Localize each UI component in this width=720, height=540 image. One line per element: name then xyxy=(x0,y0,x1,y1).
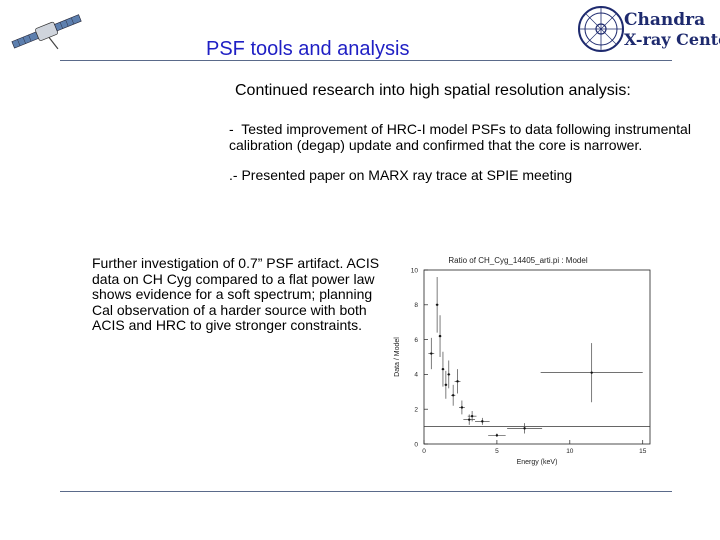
header-divider xyxy=(60,60,672,61)
x-tick-label: 5 xyxy=(495,448,499,455)
page-title: PSF tools and analysis xyxy=(206,38,410,60)
chart-title: Ratio of CH_Cyg_14405_arti.pi : Model xyxy=(448,256,587,265)
y-tick-label: 4 xyxy=(414,372,418,379)
data-point xyxy=(460,406,464,409)
data-point xyxy=(441,367,445,371)
x-tick-label: 10 xyxy=(566,448,574,455)
data-point xyxy=(495,434,499,437)
data-point xyxy=(447,373,450,376)
logo-text-chandra: Chandra xyxy=(624,10,706,30)
data-point xyxy=(523,427,526,430)
x-tick-label: 15 xyxy=(639,448,647,455)
bullet-degap: - Tested improvement of HRC-I model PSFs… xyxy=(229,121,691,153)
y-tick-label: 6 xyxy=(414,337,418,344)
y-tick-label: 2 xyxy=(414,407,418,414)
logo-text-xray-center: X-ray Center xyxy=(624,30,720,49)
data-point xyxy=(444,383,448,387)
y-tick-label: 10 xyxy=(411,267,419,274)
data-point xyxy=(456,380,459,383)
artifact-paragraph: Further investigation of 0.7” PSF artifa… xyxy=(92,255,380,333)
satellite-icon xyxy=(11,14,82,50)
chart-ylabel: Data / Model xyxy=(394,337,401,377)
y-tick-label: 0 xyxy=(414,441,418,448)
data-point xyxy=(481,420,484,423)
footer-divider xyxy=(60,491,672,492)
data-point xyxy=(470,414,474,418)
chandra-seal-icon xyxy=(578,6,624,52)
chart-xlabel: Energy (keV) xyxy=(517,459,558,466)
data-point xyxy=(468,418,471,421)
bullet-marx: .- Presented paper on MARX ray trace at … xyxy=(229,167,573,183)
section-subtitle: Continued research into high spatial res… xyxy=(235,82,631,99)
data-point xyxy=(438,334,442,338)
data-point xyxy=(435,303,439,306)
chandra-logo: Chandra X-ray Center xyxy=(576,4,720,56)
data-point xyxy=(430,352,433,355)
y-tick-label: 8 xyxy=(414,302,418,309)
plot-frame xyxy=(423,269,651,445)
ratio-chart: Ratio of CH_Cyg_14405_arti.pi : Model 0 5… xyxy=(394,256,651,466)
data-point xyxy=(590,371,593,374)
data-point xyxy=(451,394,455,397)
x-tick-label: 0 xyxy=(422,448,426,455)
